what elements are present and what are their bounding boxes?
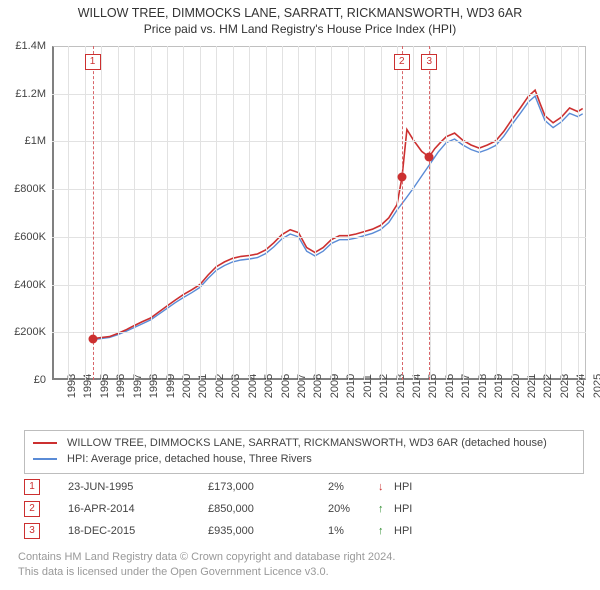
sale-date: 23-JUN-1995 [68,481,208,493]
legend-row-blue: HPI: Average price, detached house, Thre… [33,451,575,467]
gridline-v [315,46,316,380]
gridline-v [85,46,86,380]
sale-point [88,334,97,343]
title-main: WILLOW TREE, DIMMOCKS LANE, SARRATT, RIC… [0,6,600,20]
y-tick-label: £1M [25,135,46,147]
sales-badge: 3 [24,523,40,539]
sale-date: 16-APR-2014 [68,503,208,515]
marker-line [429,46,430,380]
sale-price: £935,000 [208,525,328,537]
sales-row: 2 16-APR-2014£850,00020%↑HPI [24,498,584,520]
gridline-v [101,46,102,380]
footer: Contains HM Land Registry data © Crown c… [18,550,395,580]
title-sub: Price paid vs. HM Land Registry's House … [0,22,600,36]
gridline-v [183,46,184,380]
series-svg [52,46,586,380]
gridline-v [216,46,217,380]
y-tick-label: £1.4M [15,40,46,52]
gridline-v [578,46,579,380]
chart-container: WILLOW TREE, DIMMOCKS LANE, SARRATT, RIC… [0,0,600,590]
sale-point [397,173,406,182]
sale-vs: HPI [394,525,434,537]
gridline-h [52,285,586,286]
gridline-h [52,141,586,142]
y-tick-label: £400K [14,279,46,291]
gridline-h [52,332,586,333]
sale-pct: 20% [328,503,378,515]
gridline-h [52,237,586,238]
marker-badge: 3 [421,54,437,70]
y-tick-label: £600K [14,231,46,243]
marker-line [402,46,403,380]
sales-row: 3 18-DEC-2015£935,0001%↑HPI [24,520,584,542]
sales-row: 1 23-JUN-1995£173,0002%↓HPI [24,476,584,498]
y-tick-label: £0 [34,374,46,386]
legend-swatch-red [33,442,57,444]
gridline-h [52,189,586,190]
y-tick-label: £200K [14,326,46,338]
sale-point [425,152,434,161]
gridline-h [52,94,586,95]
sale-price: £850,000 [208,503,328,515]
footer-line-1: Contains HM Land Registry data © Crown c… [18,550,395,565]
marker-line [93,46,94,380]
sales-badge: 2 [24,501,40,517]
legend-row-red: WILLOW TREE, DIMMOCKS LANE, SARRATT, RIC… [33,435,575,451]
gridline-v [545,46,546,380]
sale-vs: HPI [394,503,434,515]
gridline-v [298,46,299,380]
sale-pct: 1% [328,525,378,537]
arrow-icon: ↓ [378,481,394,493]
gridline-v [463,46,464,380]
gridline-v [200,46,201,380]
y-tick-label: £800K [14,183,46,195]
gridline-v [348,46,349,380]
titles: WILLOW TREE, DIMMOCKS LANE, SARRATT, RIC… [0,0,600,36]
gridline-v [479,46,480,380]
gridline-v [413,46,414,380]
gridline-v [496,46,497,380]
gridline-v [364,46,365,380]
gridline-v [381,46,382,380]
sales-badge: 1 [24,479,40,495]
gridline-v [151,46,152,380]
gridline-v [134,46,135,380]
legend-label-blue: HPI: Average price, detached house, Thre… [67,453,312,465]
y-tick-label: £1.2M [15,88,46,100]
sale-vs: HPI [394,481,434,493]
gridline-v [266,46,267,380]
gridline-v [167,46,168,380]
x-tick-label: 2025 [578,374,600,398]
gridline-v [331,46,332,380]
sale-pct: 2% [328,481,378,493]
sale-price: £173,000 [208,481,328,493]
plot-area: £0£200K£400K£600K£800K£1M£1.2M£1.4M19931… [52,46,586,380]
legend-label-red: WILLOW TREE, DIMMOCKS LANE, SARRATT, RIC… [67,437,547,449]
gridline-v [233,46,234,380]
sales-table: 123-JUN-1995£173,0002%↓HPI216-APR-2014£8… [24,476,584,542]
gridline-v [282,46,283,380]
arrow-icon: ↑ [378,503,394,515]
footer-line-2: This data is licensed under the Open Gov… [18,565,395,580]
marker-badge: 1 [85,54,101,70]
gridline-v [446,46,447,380]
gridline-v [561,46,562,380]
gridline-v [68,46,69,380]
marker-badge: 2 [394,54,410,70]
sale-date: 18-DEC-2015 [68,525,208,537]
legend: WILLOW TREE, DIMMOCKS LANE, SARRATT, RIC… [24,430,584,474]
gridline-v [512,46,513,380]
legend-swatch-blue [33,458,57,460]
arrow-icon: ↑ [378,525,394,537]
gridline-v [118,46,119,380]
gridline-v [397,46,398,380]
gridline-v [249,46,250,380]
gridline-v [528,46,529,380]
